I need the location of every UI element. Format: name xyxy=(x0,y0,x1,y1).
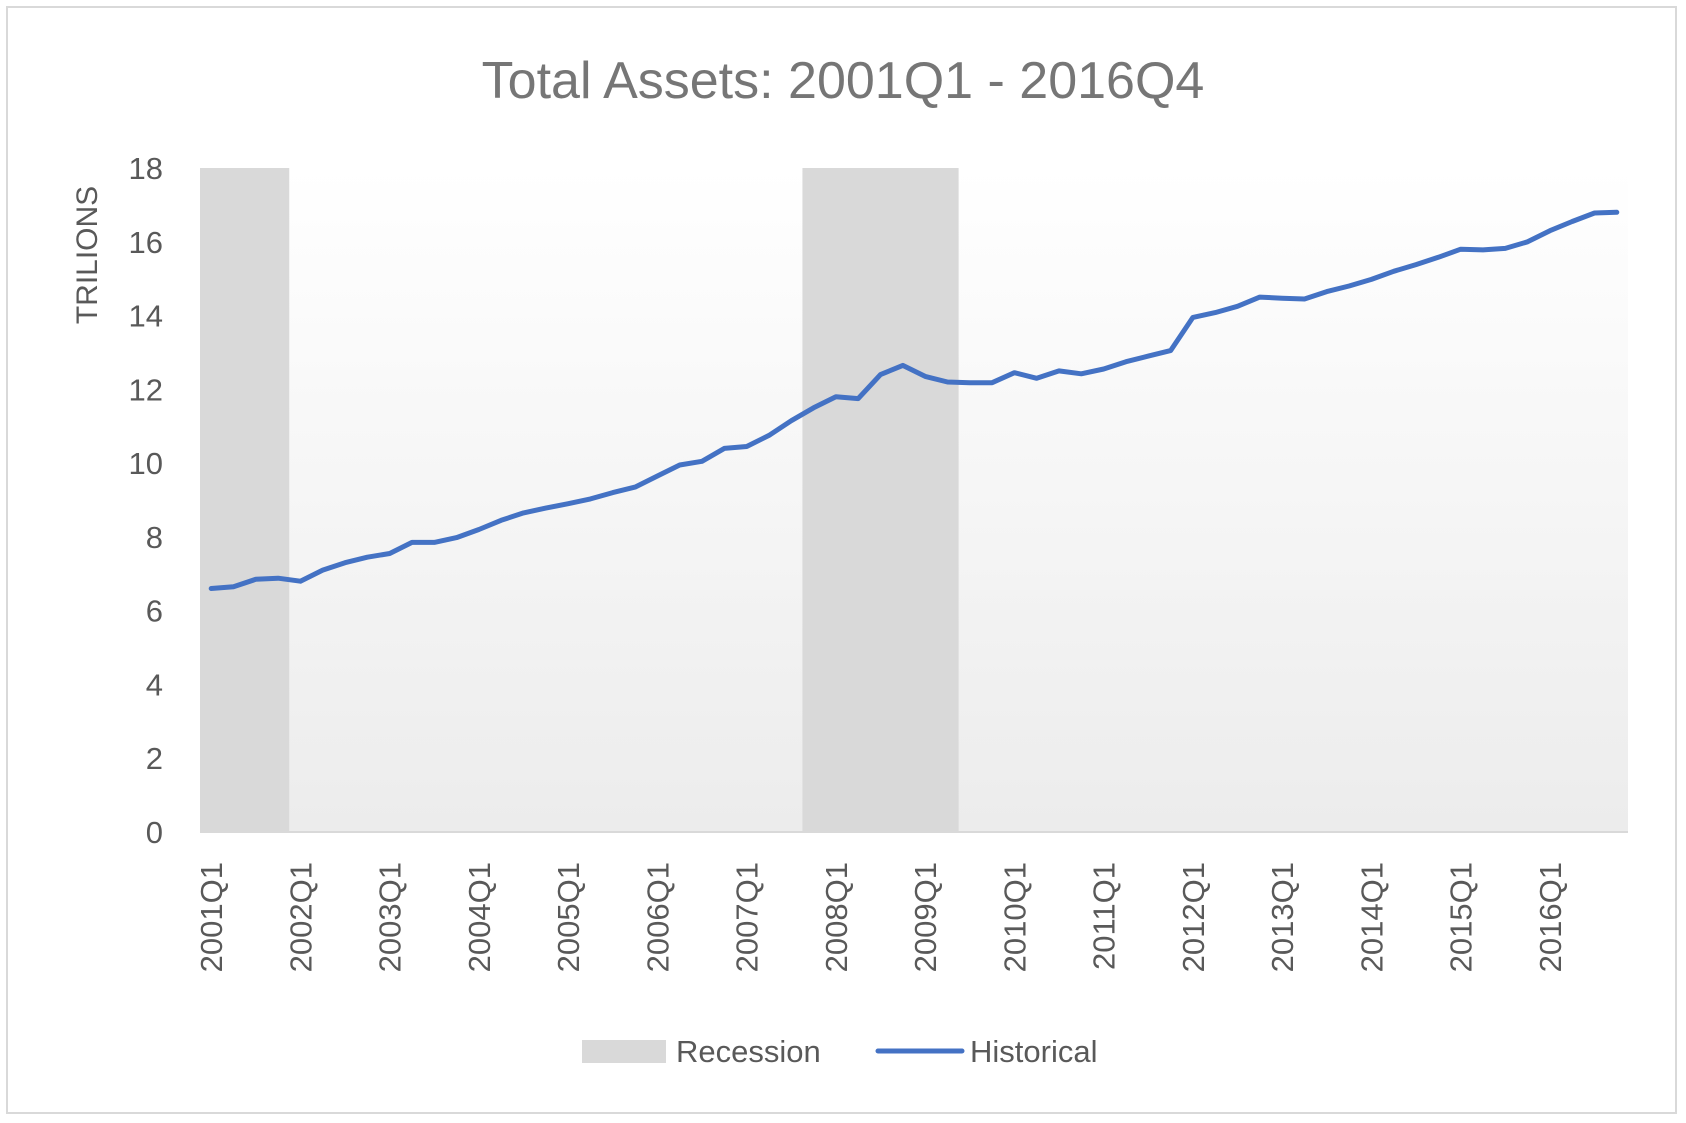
x-axis: 2001Q1 2002Q1 2003Q1 2004Q1 2005Q1 2006Q1 2007… xyxy=(194,862,1568,972)
x-tick-label: 2007Q1 xyxy=(730,862,765,972)
y-tick-label: 10 xyxy=(129,446,163,481)
legend-swatch-recession xyxy=(582,1040,666,1063)
x-tick-label: 2010Q1 xyxy=(997,862,1032,972)
x-tick-label: 2012Q1 xyxy=(1176,862,1211,972)
chart-title: Total Assets: 2001Q1 - 2016Q4 xyxy=(482,52,1205,110)
y-tick-label: 8 xyxy=(146,520,163,555)
y-tick-label: 0 xyxy=(146,815,163,850)
x-tick-label: 2014Q1 xyxy=(1354,862,1389,972)
x-tick-label: 2004Q1 xyxy=(462,862,497,972)
recession-band-2 xyxy=(802,168,959,832)
y-tick-label: 18 xyxy=(129,151,163,186)
x-tick-label: 2015Q1 xyxy=(1444,862,1479,972)
x-tick-label: 2002Q1 xyxy=(283,862,318,972)
y-tick-label: 6 xyxy=(146,594,163,629)
y-axis: 0 2 4 6 8 10 12 14 16 18 xyxy=(129,151,163,850)
x-tick-label: 2006Q1 xyxy=(640,862,675,972)
x-tick-label: 2005Q1 xyxy=(551,862,586,972)
y-tick-label: 14 xyxy=(129,299,163,334)
x-tick-label: 2009Q1 xyxy=(908,862,943,972)
x-tick-label: 2011Q1 xyxy=(1087,862,1122,970)
x-tick-label: 2003Q1 xyxy=(373,862,408,972)
recession-band-1 xyxy=(200,168,290,832)
y-tick-label: 16 xyxy=(129,225,163,260)
y-tick-label: 2 xyxy=(146,741,163,776)
x-tick-label: 2016Q1 xyxy=(1533,862,1568,972)
y-tick-label: 4 xyxy=(146,667,163,702)
y-axis-title: TRILIONS xyxy=(71,186,104,324)
y-tick-label: 12 xyxy=(129,372,163,407)
plot-area xyxy=(200,168,1628,833)
legend-label-historical: Historical xyxy=(970,1034,1097,1069)
x-tick-label: 2008Q1 xyxy=(819,862,854,972)
x-tick-label: 2013Q1 xyxy=(1265,862,1300,972)
legend: Recession Historical xyxy=(582,1034,1097,1069)
x-tick-label: 2001Q1 xyxy=(194,862,229,972)
legend-label-recession: Recession xyxy=(676,1034,821,1069)
series-line-historical xyxy=(208,209,1620,591)
